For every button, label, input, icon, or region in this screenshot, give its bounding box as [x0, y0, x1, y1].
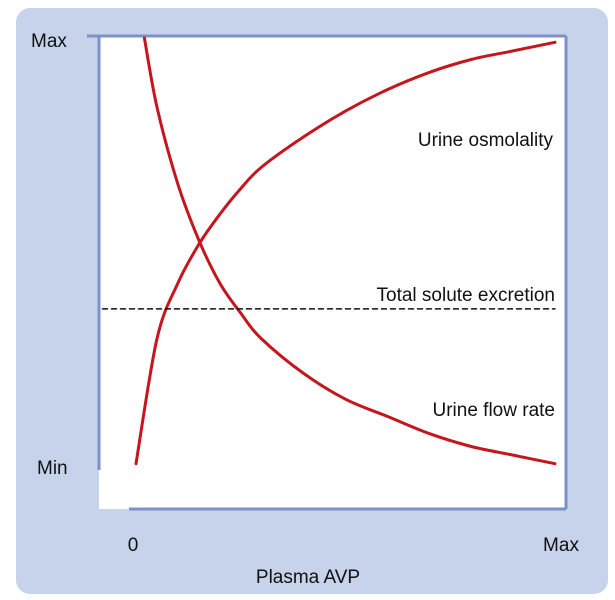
- series-line-urine-osmolality: [134, 40, 557, 466]
- y-tick-max: Max: [31, 31, 67, 52]
- label-urine-flow-rate: Urine flow rate: [433, 400, 556, 421]
- x-tick-max: Max: [543, 535, 579, 556]
- plot-area: [99, 36, 566, 509]
- y-tick-min: Min: [37, 458, 68, 479]
- axis-corner-patch: [99, 470, 129, 509]
- label-total-solute-excretion: Total solute excretion: [377, 285, 556, 306]
- x-axis-label: Plasma AVP: [256, 567, 360, 588]
- series-layer: [101, 36, 557, 466]
- series-line-urine-flow-rate: [142, 36, 557, 466]
- label-urine-osmolality: Urine osmolality: [418, 130, 554, 151]
- plot-frame: [87, 34, 568, 511]
- x-tick-zero: 0: [128, 535, 139, 556]
